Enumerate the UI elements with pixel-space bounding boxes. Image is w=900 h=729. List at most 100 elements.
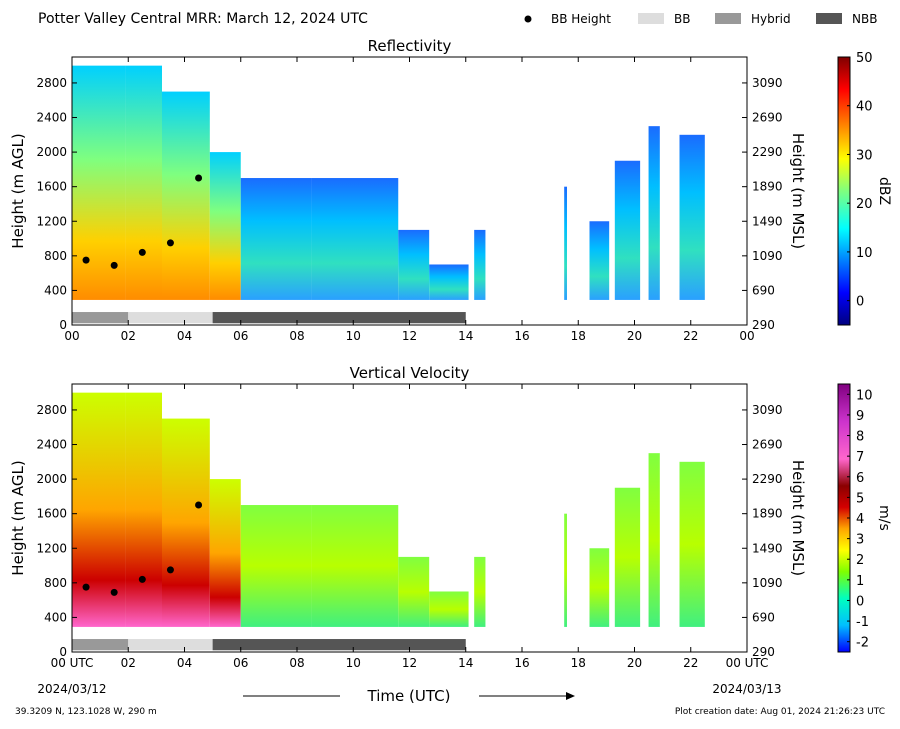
x-tick-label: 00 UTC [726, 656, 769, 670]
y-tick-label: 400 [44, 283, 67, 297]
echo-column [125, 392, 162, 627]
bb-height-point [195, 501, 203, 509]
bb-height-point [82, 583, 90, 591]
x-tick-label: 16 [514, 329, 529, 343]
y2-tick-label: 2290 [752, 145, 783, 159]
x-tick-label: 00 [739, 329, 754, 343]
echo-column [614, 487, 641, 627]
colorbar-tick-label: 3 [856, 533, 864, 548]
y2-tick-label: 1890 [752, 180, 783, 194]
echo-column [125, 65, 162, 300]
x-tick-label: 20 [627, 329, 642, 343]
y-tick-label: 2400 [36, 111, 67, 125]
bb-height-point [166, 239, 174, 247]
echo-column [648, 453, 660, 627]
y-axis-label: Height (m AGL) [9, 460, 27, 575]
echo-column [429, 264, 469, 300]
legend-bb-swatch [638, 13, 664, 24]
legend: BB Height BB Hybrid NBB [524, 12, 877, 26]
x-tick-label: 14 [458, 656, 473, 670]
echo-column [474, 229, 486, 300]
x-tick-label: 18 [571, 656, 586, 670]
y2-tick-label: 3090 [752, 76, 783, 90]
colorbar-tick-label: 20 [856, 197, 873, 212]
echo-column [209, 152, 241, 300]
legend-nbb-swatch [816, 13, 842, 24]
x-tick-label: 02 [121, 329, 136, 343]
x-label-arrow-head [566, 692, 575, 700]
x-tick-label: 00 [64, 329, 79, 343]
x-tick-label: 20 [627, 656, 642, 670]
legend-bb-label: BB [674, 12, 690, 26]
classification-hybrid [72, 312, 129, 324]
y2-tick-label: 3090 [752, 403, 783, 417]
colorbar-tick-label: 1 [856, 574, 864, 589]
echo-column [162, 91, 210, 300]
x-start-date: 2024/03/12 [37, 682, 106, 696]
y-tick-label: 1200 [36, 214, 67, 228]
colorbar-tick-label: 40 [856, 100, 873, 115]
x-tick-label: 12 [402, 329, 417, 343]
colorbar-tick-label: 7 [856, 450, 864, 465]
x-tick-label: 04 [177, 329, 192, 343]
x-tick-label: 14 [458, 329, 473, 343]
x-tick-label: 04 [177, 656, 192, 670]
colorbar-tick-label: -2 [856, 636, 869, 651]
classification-nbb [212, 312, 466, 324]
creation-date-text: Plot creation date: Aug 01, 2024 21:26:2… [675, 707, 885, 717]
bb-height-point [110, 588, 118, 596]
y-tick-label: 0 [59, 318, 67, 332]
colorbar-tick-label: 0 [856, 295, 864, 310]
x-tick-label: 08 [289, 656, 304, 670]
colorbar-tick-label: 0 [856, 594, 864, 609]
echo-column [398, 229, 430, 300]
echo-column [589, 548, 610, 627]
bb-height-point [138, 575, 146, 583]
echo-column [72, 392, 126, 627]
x-tick-label: 06 [233, 656, 248, 670]
classification-bb [128, 639, 213, 651]
y-axis-label: Height (m AGL) [9, 133, 27, 248]
y2-tick-label: 1490 [752, 541, 783, 555]
x-axis-label: Time (UTC) [367, 687, 451, 705]
echo-column [679, 461, 705, 627]
y2-axis-label: Height (m MSL) [789, 460, 807, 576]
y2-tick-label: 1090 [752, 576, 783, 590]
y-tick-label: 0 [59, 645, 67, 659]
classification-hybrid [72, 639, 129, 651]
y-tick-label: 1200 [36, 541, 67, 555]
echo-column [209, 479, 241, 627]
y2-tick-label: 1890 [752, 507, 783, 521]
heatmap [72, 65, 705, 300]
y-tick-label: 2000 [36, 145, 67, 159]
x-tick-label: 16 [514, 656, 529, 670]
location-text: 39.3209 N, 123.1028 W, 290 m [15, 707, 157, 717]
legend-hybrid-swatch [715, 13, 741, 24]
bb-height-point [110, 261, 118, 269]
legend-bb-height-marker [524, 15, 532, 23]
y-tick-label: 2800 [36, 403, 67, 417]
legend-bb-height-label: BB Height [551, 12, 611, 26]
colorbar-tick-label: -1 [856, 615, 869, 630]
x-tick-label: 10 [346, 656, 361, 670]
y-tick-label: 2400 [36, 438, 67, 452]
y2-tick-label: 290 [752, 645, 775, 659]
y2-tick-label: 690 [752, 610, 775, 624]
bb-height-point [166, 566, 174, 574]
echo-column [398, 556, 430, 627]
echo-column [564, 186, 567, 300]
y-tick-label: 800 [44, 249, 67, 263]
y-tick-label: 1600 [36, 507, 67, 521]
echo-column [240, 505, 312, 627]
x-tick-label: 08 [289, 329, 304, 343]
x-tick-label: 18 [571, 329, 586, 343]
heatmap [72, 392, 705, 627]
y-tick-label: 400 [44, 610, 67, 624]
echo-column [474, 556, 486, 627]
x-tick-label: 12 [402, 656, 417, 670]
y-tick-label: 2800 [36, 76, 67, 90]
colorbar-tick-label: 50 [856, 51, 873, 66]
colorbar-tick-label: 5 [856, 491, 864, 506]
